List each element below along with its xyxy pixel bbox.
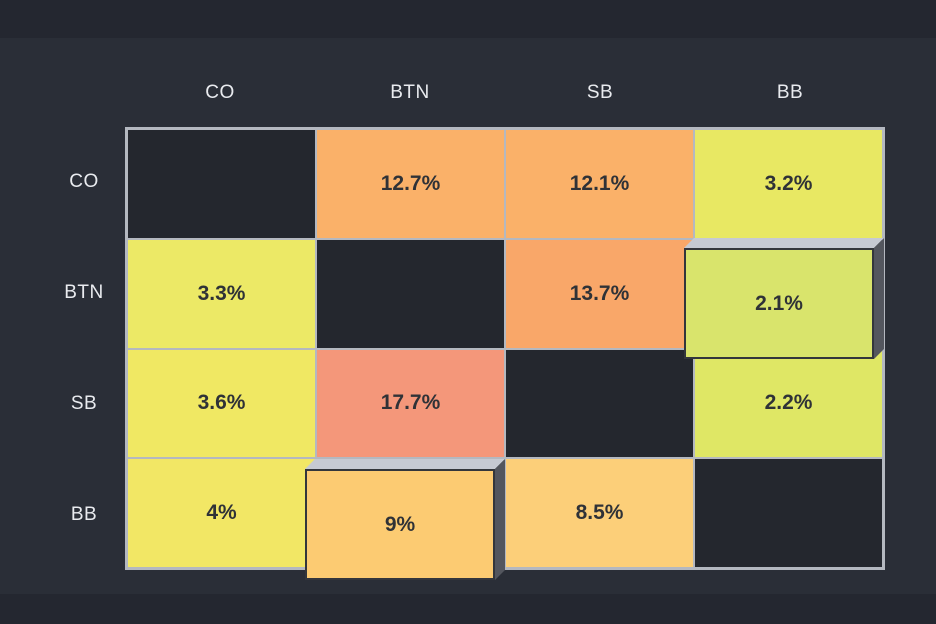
raised-cell-right-bevel	[495, 459, 505, 580]
matrix-cell-btn-co: 3.3%	[127, 238, 316, 349]
raised-3d-cell-bb-btn: 9%	[305, 459, 505, 580]
raised-cell-face-bb-btn: 9%	[305, 469, 495, 580]
matrix-cell-co-co	[127, 129, 316, 239]
row-labels: CO BTN SB BB	[24, 127, 144, 570]
matrix-cell-bb-co: 4%	[127, 458, 316, 568]
matrix-cell-sb-co: 3.6%	[127, 348, 316, 459]
matrix-cell-bb-sb: 8.5%	[505, 458, 694, 568]
matrix-cell-btn-sb: 13.7%	[505, 238, 694, 349]
matrix-cell-co-sb: 12.1%	[505, 129, 694, 239]
matrix-cell-co-btn: 12.7%	[316, 129, 505, 239]
row-label-btn: BTN	[64, 282, 104, 304]
raised-cell-top-bevel	[684, 238, 884, 248]
column-header-bb: BB	[776, 82, 804, 103]
raised-cell-face-btn-bb: 2.1%	[684, 248, 874, 359]
matrix-cell-sb-btn: 17.7%	[316, 348, 505, 459]
matrix-cell-sb-bb: 2.2%	[694, 348, 883, 459]
column-headers: CO BTN SB BB	[125, 80, 885, 106]
raised-cell-top-bevel	[305, 459, 505, 469]
raised-cell-right-bevel	[874, 238, 884, 359]
matrix-cell-sb-sb	[505, 348, 694, 459]
raised-3d-cell-btn-bb: 2.1%	[684, 238, 884, 359]
row-label-sb: SB	[70, 392, 98, 414]
matrix-cell-btn-btn	[316, 238, 505, 349]
column-header-sb: SB	[586, 82, 614, 103]
letterbox-band-bottom	[0, 594, 936, 624]
column-header-co: CO	[205, 82, 235, 103]
column-header-btn: BTN	[390, 82, 430, 103]
row-label-bb: BB	[70, 503, 98, 525]
letterbox-band-top	[0, 0, 936, 38]
matrix-cell-co-bb: 3.2%	[694, 129, 883, 239]
matrix-cell-bb-bb	[694, 458, 883, 568]
row-label-co: CO	[69, 171, 99, 193]
